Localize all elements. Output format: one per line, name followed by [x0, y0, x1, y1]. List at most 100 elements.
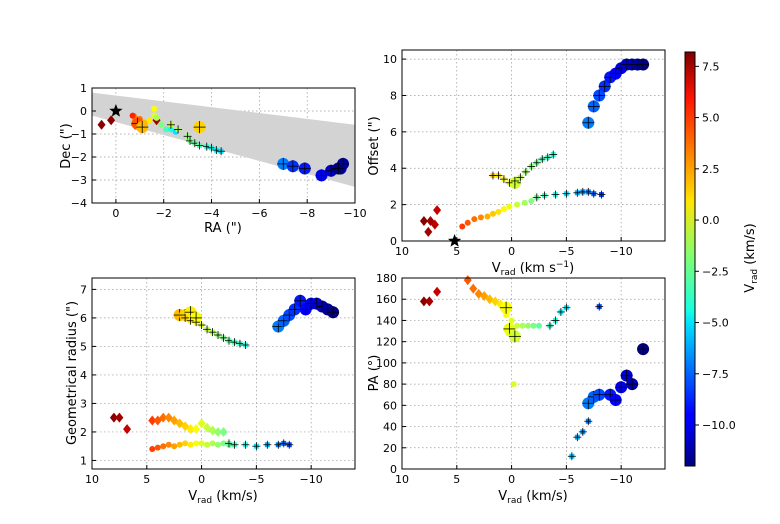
pa-ytick-label: 180	[376, 272, 397, 285]
star-position-icon	[109, 104, 123, 117]
offset-dot-point	[477, 214, 484, 221]
offset-ytick-label: 10	[383, 53, 397, 66]
radius-diamond-point	[123, 424, 132, 435]
radius-ytick-label: 1	[80, 454, 87, 467]
sky-xtick-label: 0	[112, 207, 119, 220]
pa-xtick-label: −5	[558, 473, 574, 486]
pa-ytick-label: 0	[390, 463, 397, 476]
radius-dot-point	[215, 441, 222, 448]
pa-ytick-label: 160	[376, 293, 397, 306]
pa-diamond-point	[469, 283, 478, 294]
offset-ytick-label: 4	[390, 162, 397, 175]
pa-xtick-label: 5	[453, 473, 460, 486]
offset-ytick-label: 2	[390, 199, 397, 212]
sky-ytick-label: −2	[71, 151, 87, 164]
sky-ylabel: Dec (")	[59, 123, 74, 168]
offset-ylabel: Offset (")	[367, 116, 382, 175]
sky-ytick-label: −1	[71, 128, 87, 141]
offset-xtick-label: −5	[558, 245, 574, 258]
offset-dot-point	[506, 203, 513, 210]
radius-diamond-point	[109, 412, 118, 423]
sky-ytick-label: 0	[80, 105, 87, 118]
offset-xtick-label: 10	[395, 245, 409, 258]
pa-diamond-point	[491, 296, 500, 307]
radius-ytick-label: 7	[80, 283, 87, 296]
offset-dot-point	[521, 199, 528, 206]
pa-ytick-label: 120	[376, 336, 397, 349]
radius-dot-point	[149, 446, 156, 453]
offset-dot-point	[489, 210, 496, 217]
offset-dot-point	[459, 223, 466, 230]
pa-xtick-label: 10	[395, 473, 409, 486]
pa-dot-point	[519, 322, 526, 329]
radius-xtick-label: 10	[85, 473, 99, 486]
radius-xtick-label: 5	[143, 473, 150, 486]
pa-dot-point	[535, 322, 542, 329]
radius-dot-point	[193, 440, 200, 447]
position-angle-cone	[92, 92, 355, 187]
pa-panel: 10 5 0 −5 −10 0 20 40 60 80 100 120 140 160 180 Vrad (…	[367, 272, 666, 506]
sky-xtick-label: −10	[343, 207, 366, 220]
offset-dot-point	[464, 219, 471, 226]
offset-xtick-label: 0	[508, 245, 515, 258]
sky-dot-point	[146, 117, 153, 124]
offset-dot-point	[528, 197, 535, 204]
radius-dot-point	[204, 441, 211, 448]
pa-xlabel: Vrad (km/s)	[498, 489, 567, 506]
pa-diamond-point	[425, 296, 434, 307]
radius-diamond-point	[115, 412, 124, 423]
sky-dot-point	[129, 112, 136, 119]
sky-diamond-point	[107, 115, 116, 126]
radius-diamond-point	[214, 426, 223, 437]
pa-diamond-point	[419, 296, 428, 307]
radius-diamond-point	[219, 426, 228, 437]
sky-ytick-label: −4	[71, 197, 87, 210]
offset-ytick-label: 6	[390, 126, 397, 139]
radius-dot-point	[160, 443, 167, 450]
radius-diamond-point	[186, 424, 195, 435]
colorbar-label: Vrad (km/s)	[743, 223, 760, 292]
sky-ytick-label: −3	[71, 174, 87, 187]
colorbar-tick-label: 7.5	[702, 60, 720, 73]
colorbar-gradient	[684, 51, 696, 467]
radius-panel: 10 5 0 −5 −10 1 2 3 4 5 6 7 Vrad (km/s) Geometrical…	[65, 277, 356, 506]
offset-dot-point	[514, 201, 521, 208]
radius-ytick-label: 3	[80, 397, 87, 410]
radius-ytick-label: 4	[80, 369, 87, 382]
offset-diamond-point	[419, 215, 428, 226]
pa-dot-point	[514, 322, 521, 329]
radius-diamond-point	[208, 425, 217, 436]
radius-ytick-label: 6	[80, 312, 87, 325]
colorbar-tick-label: 0.0	[702, 214, 720, 227]
radius-diamond-point	[148, 415, 157, 426]
sky-dot-point	[158, 121, 165, 128]
radius-dot-point	[198, 440, 205, 447]
radius-dot-point	[176, 441, 183, 448]
pa-dot-point	[510, 381, 517, 388]
pa-ytick-label: 80	[383, 378, 397, 391]
radius-dot-point	[165, 441, 172, 448]
radius-diamond-point	[192, 424, 201, 435]
offset-xtick-label: 5	[453, 245, 460, 258]
offset-dot-point	[471, 216, 478, 223]
sky-xlabel: RA (")	[204, 221, 242, 236]
pa-ytick-label: 140	[376, 314, 397, 327]
radius-xtick-label: 0	[198, 473, 205, 486]
star-position-icon	[447, 234, 462, 247]
radius-xlabel: Vrad (km/s)	[188, 489, 257, 506]
offset-panel: 10 5 0 −5 −10 0 2 4 6 8 10 Vrad (km s−1) Offset ("…	[367, 49, 666, 278]
radius-xtick-label: −5	[248, 473, 264, 486]
radius-xtick-label: −10	[300, 473, 323, 486]
colorbar-tick-label: −10.0	[702, 419, 736, 432]
sky-ytick-label: 1	[80, 82, 87, 95]
pa-ytick-label: 60	[383, 399, 397, 412]
sky-xtick-label: −2	[156, 207, 172, 220]
offset-dot-point	[500, 206, 507, 213]
radius-ytick-label: 2	[80, 426, 87, 439]
colorbar-tick-label: 2.5	[702, 163, 720, 176]
sky-dot-point	[153, 114, 160, 121]
pa-diamond-point	[463, 275, 472, 286]
radius-ylabel: Geometrical radius (")	[65, 301, 80, 445]
pa-dot-point	[530, 322, 537, 329]
